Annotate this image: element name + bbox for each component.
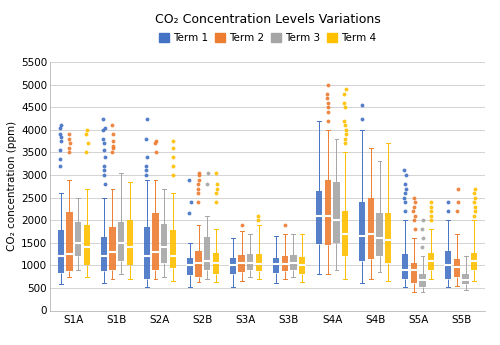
Bar (282, 256, 288, 271)
Bar (376, 214, 382, 256)
Bar (290, 255, 296, 270)
Bar (420, 274, 426, 287)
Bar (118, 223, 124, 261)
Bar (110, 227, 116, 270)
Bar (342, 211, 348, 256)
Title: CO₂ Concentration Levels Variations: CO₂ Concentration Levels Variations (154, 13, 380, 26)
Bar (84, 225, 90, 265)
Bar (152, 213, 158, 270)
Legend: Term 1, Term 2, Term 3, Term 4: Term 1, Term 2, Term 3, Term 4 (154, 29, 380, 47)
Bar (66, 212, 72, 271)
Bar (247, 254, 254, 270)
Bar (58, 230, 64, 274)
Bar (75, 223, 81, 256)
Bar (204, 237, 210, 270)
Bar (212, 253, 219, 274)
Bar (462, 274, 469, 284)
Bar (256, 254, 262, 271)
Bar (411, 263, 417, 283)
Bar (161, 224, 168, 263)
Bar (230, 258, 236, 274)
Bar (471, 253, 478, 270)
Bar (368, 198, 374, 258)
Bar (273, 258, 279, 273)
Bar (316, 191, 322, 244)
Bar (144, 227, 150, 279)
Bar (445, 252, 452, 279)
Bar (334, 182, 340, 243)
Bar (359, 202, 366, 261)
Bar (299, 257, 305, 274)
Bar (170, 230, 176, 268)
Bar (100, 237, 107, 271)
Bar (402, 254, 408, 279)
Bar (126, 220, 133, 265)
Bar (385, 214, 392, 263)
Bar (428, 253, 434, 270)
Bar (324, 179, 331, 245)
Bar (186, 258, 193, 275)
Y-axis label: CO₂ concentration (ppm): CO₂ concentration (ppm) (7, 121, 17, 252)
Bar (454, 258, 460, 277)
Bar (238, 255, 245, 272)
Bar (196, 251, 202, 277)
